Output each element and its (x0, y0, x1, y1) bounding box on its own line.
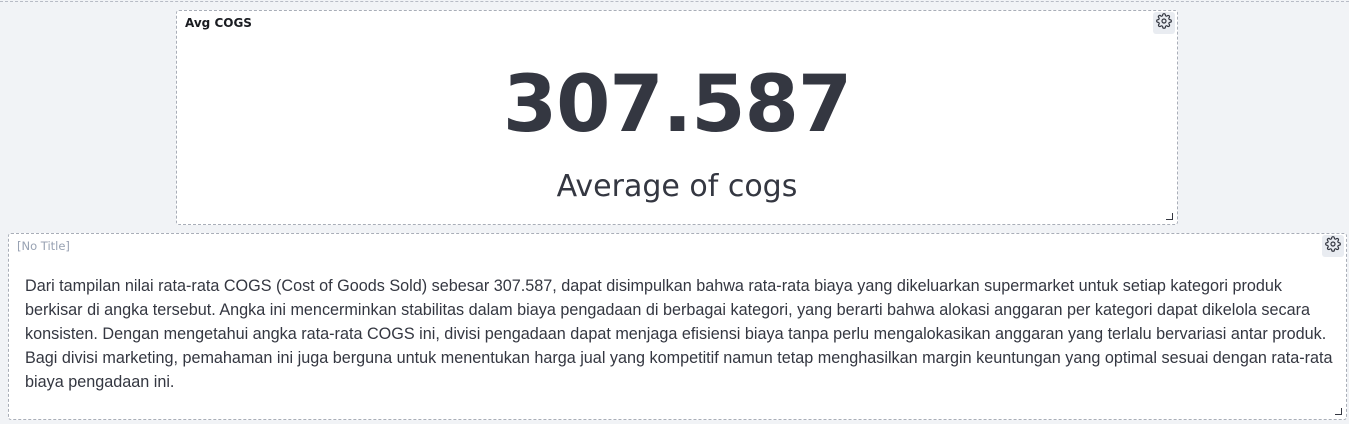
markdown-panel: [No Title] Dari tampilan nilai rata-rata… (8, 233, 1347, 420)
panel-title: Avg COGS (185, 16, 252, 30)
gear-icon (1156, 13, 1172, 33)
gear-icon (1325, 236, 1341, 256)
panel-options-button[interactable] (1153, 12, 1175, 34)
resize-handle[interactable] (1335, 408, 1342, 415)
avg-cogs-panel: Avg COGS 307.587 Average of cogs (176, 10, 1178, 225)
markdown-body: Dari tampilan nilai rata-rata COGS (Cost… (25, 274, 1333, 394)
metric-label: Average of cogs (556, 169, 798, 204)
metric-value: 307.587 (502, 60, 852, 150)
panel-options-button[interactable] (1322, 235, 1344, 257)
resize-handle[interactable] (1166, 213, 1173, 220)
panel-title: [No Title] (17, 239, 70, 253)
dashboard-top-divider (0, 0, 1349, 2)
markdown-paragraph: Dari tampilan nilai rata-rata COGS (Cost… (25, 277, 1333, 391)
